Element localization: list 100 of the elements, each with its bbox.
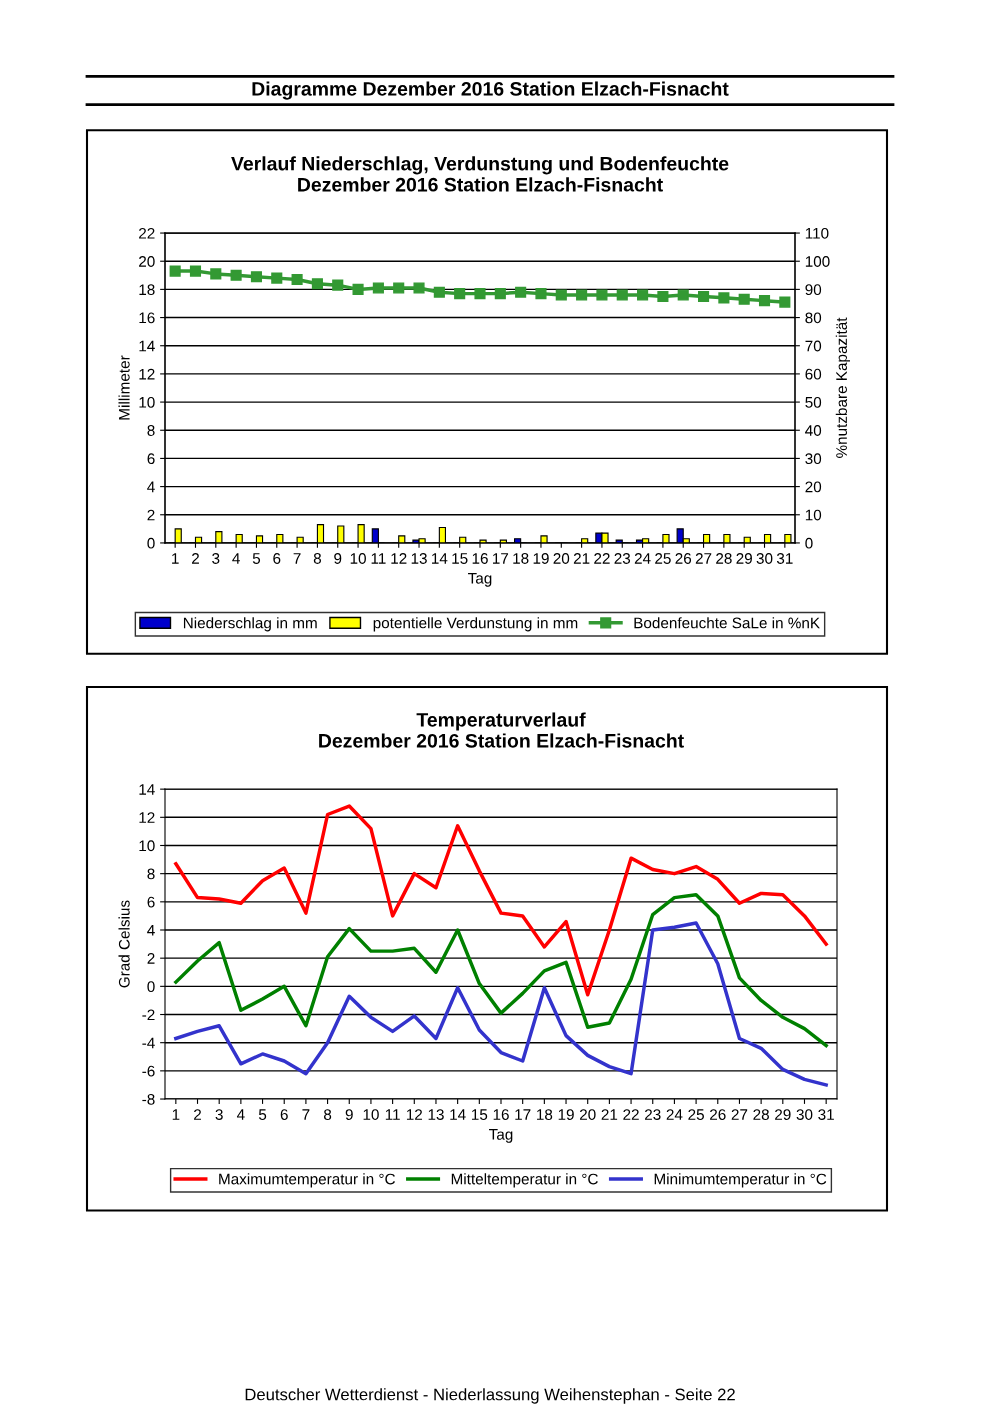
point — [555, 289, 567, 301]
y-tick-label: -2 — [142, 1009, 155, 1021]
y-tick-label: -6 — [142, 1065, 155, 1077]
x-tick-label: 13 — [428, 1109, 444, 1120]
x-tick-label: 27 — [695, 553, 712, 564]
x-tick-label: 22 — [623, 1109, 639, 1120]
x-tick-label: 25 — [688, 1109, 704, 1120]
x-tick-label: 19 — [558, 1109, 574, 1120]
x-tick-label: 22 — [594, 553, 610, 564]
x-tick-label: 12 — [406, 1109, 423, 1120]
x-tick-label: 30 — [796, 1109, 813, 1120]
point — [596, 289, 608, 301]
y-tick-label: 12 — [139, 812, 155, 823]
y-tick-label: -8 — [142, 1093, 155, 1105]
x-tick-label: 11 — [385, 1109, 400, 1120]
y-tick-label: 4 — [147, 925, 155, 936]
legend-label: Minimumtemperatur in °C — [654, 1173, 827, 1188]
line-series — [174, 804, 828, 997]
y2-tick-label: 40 — [805, 425, 822, 436]
x-tick-label: 5 — [252, 553, 261, 564]
y-axis-title: Grad Celsius — [118, 900, 130, 988]
chart-title: Temperaturverlauf Dezember 2016 Station Elzach-Fisnacht — [319, 712, 684, 748]
x-tick-label: 8 — [313, 553, 321, 564]
y2-tick-label: 100 — [805, 256, 830, 267]
y-tick-label: 20 — [139, 256, 155, 267]
point — [616, 289, 628, 301]
x-tick-label: 2 — [194, 1109, 201, 1120]
x-tick-label: 21 — [601, 1109, 618, 1120]
x-tick-label: 20 — [553, 553, 570, 564]
point — [677, 289, 689, 301]
y2-tick-label: 110 — [805, 227, 829, 239]
x-tick-label: 29 — [775, 1109, 791, 1120]
x-tick-label: 4 — [232, 553, 240, 564]
point — [332, 279, 344, 291]
x-tick-label: 28 — [716, 553, 732, 564]
x-tick-label: 14 — [450, 1109, 466, 1120]
y2-tick-label: 80 — [805, 312, 822, 324]
point — [311, 278, 323, 290]
x-axis-title: Tag — [468, 573, 492, 587]
y2-tick-label: 20 — [805, 481, 822, 493]
y-tick-label: 2 — [147, 953, 155, 964]
point — [718, 292, 730, 304]
x-tick-label: 3 — [215, 1109, 223, 1120]
x-tick-label: 20 — [579, 1109, 596, 1120]
point — [413, 282, 425, 294]
text: Diagramme Dezember 2016 Station Elzach-Fisnacht — [252, 81, 729, 100]
y-tick-label: 2 — [147, 509, 155, 521]
point — [535, 288, 547, 300]
x-tick-label: 29 — [736, 553, 752, 564]
y2-tick-label: 70 — [805, 340, 822, 352]
x-axis-title: Tag — [489, 1129, 513, 1143]
point — [738, 293, 750, 305]
x-tick-label: 15 — [471, 1109, 488, 1120]
x-tick-label: 10 — [363, 1109, 379, 1120]
x-tick-label: 28 — [753, 1109, 769, 1120]
x-tick-label: 26 — [675, 553, 692, 564]
y2-tick-label: 90 — [805, 284, 822, 296]
legend-label: Mitteltemperatur in °C — [451, 1173, 598, 1188]
point — [169, 265, 181, 277]
x-tick-label: 31 — [776, 553, 793, 564]
x-tick-label: 23 — [645, 1109, 661, 1120]
x-tick-label: 24 — [634, 553, 651, 564]
x-tick-label: 6 — [280, 1109, 288, 1120]
y2-tick-label: 30 — [805, 453, 822, 465]
line-series — [174, 921, 828, 1087]
x-tick-label: 27 — [731, 1109, 748, 1120]
legend-label: Maximumtemperatur in °C — [219, 1173, 395, 1188]
point — [779, 296, 791, 308]
y2-tick-label: 50 — [805, 396, 822, 408]
x-tick-label: 19 — [533, 553, 549, 564]
x-tick-label: 11 — [371, 553, 386, 564]
x-tick-label: 13 — [411, 553, 427, 564]
point — [189, 265, 202, 277]
x-tick-label: 5 — [258, 1109, 267, 1120]
point — [697, 290, 710, 302]
point — [210, 268, 222, 280]
y-tick-label: 4 — [147, 481, 155, 493]
point — [474, 288, 486, 300]
x-tick-label: 6 — [273, 553, 281, 564]
y-tick-label: 6 — [147, 453, 155, 465]
y-tick-label: 18 — [139, 284, 155, 296]
legend-label: Bodenfeuchte SaLe in %nK — [634, 617, 820, 629]
x-tick-label: 15 — [452, 553, 468, 564]
x-tick-label: 23 — [614, 553, 631, 564]
y-tick-label: -4 — [142, 1037, 155, 1049]
x-tick-label: 1 — [172, 553, 179, 564]
x-tick-label: 2 — [192, 553, 199, 564]
x-tick-label: 21 — [573, 553, 590, 564]
x-tick-label: 26 — [710, 1109, 726, 1120]
x-tick-label: 9 — [334, 553, 342, 564]
x-tick-label: 12 — [391, 553, 407, 564]
y-tick-label: 10 — [139, 840, 155, 852]
y-tick-label: 0 — [147, 537, 155, 549]
legend-label: Niederschlag in mm — [183, 617, 317, 632]
text: Deutscher Wetterdienst - Niederlassung Weihenstephan - Seite 22 — [245, 1388, 735, 1404]
x-tick-label: 3 — [212, 553, 220, 564]
y-tick-label: 6 — [147, 896, 155, 908]
y2-tick-label: 60 — [805, 368, 822, 380]
x-tick-label: 9 — [345, 1109, 353, 1120]
line-series — [174, 893, 828, 1048]
